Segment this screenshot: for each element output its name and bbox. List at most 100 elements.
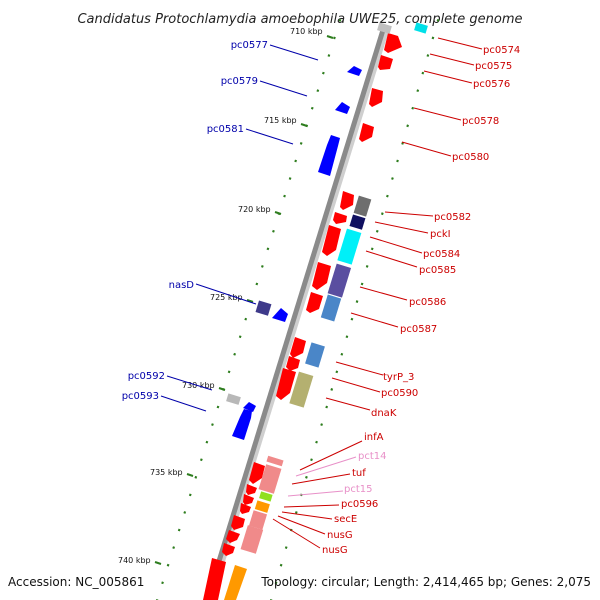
leader-line bbox=[287, 490, 344, 497]
gene-tuf-red[interactable] bbox=[246, 484, 257, 495]
gene-pc0574[interactable] bbox=[384, 33, 402, 53]
gene-label[interactable]: nusG bbox=[322, 545, 348, 556]
gene-label[interactable]: pc0592 bbox=[128, 371, 165, 382]
ruler-tick bbox=[326, 35, 334, 39]
gene-pct14[interactable] bbox=[266, 455, 284, 467]
gene-label[interactable]: pc0577 bbox=[231, 40, 268, 51]
gene-tyrP_3-red-2[interactable] bbox=[286, 356, 300, 371]
gene-pc0576[interactable] bbox=[369, 88, 383, 107]
gene-label[interactable]: pc0590 bbox=[381, 388, 418, 399]
gene-label[interactable]: pct15 bbox=[344, 484, 373, 495]
leader-line bbox=[272, 518, 321, 549]
minus-track-tick bbox=[322, 71, 325, 75]
gene-pc0584-cyan[interactable] bbox=[337, 228, 362, 265]
gene-pc0578[interactable] bbox=[359, 123, 374, 142]
gene-infA[interactable] bbox=[249, 462, 265, 484]
minus-track-tick bbox=[166, 563, 170, 567]
gene-tuf[interactable] bbox=[258, 464, 282, 494]
gene-nasD-partner[interactable] bbox=[255, 300, 272, 316]
gene-pc0584[interactable] bbox=[322, 225, 341, 256]
gene-label[interactable]: pc0584 bbox=[423, 249, 460, 260]
gene-label[interactable]: tuf bbox=[352, 468, 366, 479]
gene-pc0586[interactable] bbox=[327, 263, 352, 298]
gene-label[interactable]: pc0574 bbox=[483, 45, 520, 56]
gene-secE-pink[interactable] bbox=[248, 510, 268, 530]
leader-line bbox=[160, 395, 207, 412]
gene-pc0592[interactable] bbox=[226, 393, 241, 405]
gene-label[interactable]: nasD bbox=[169, 280, 195, 291]
gene-pct15[interactable] bbox=[259, 491, 273, 502]
leader-line bbox=[359, 286, 408, 301]
leader-line bbox=[335, 361, 384, 376]
gene-tyrP_3[interactable] bbox=[305, 342, 325, 368]
gene-label[interactable]: pc0587 bbox=[400, 324, 437, 335]
gene-pc0585[interactable] bbox=[312, 262, 331, 290]
gene-pc0593[interactable] bbox=[232, 409, 252, 440]
gene-pckI-red[interactable] bbox=[333, 212, 347, 224]
gene-label[interactable]: pc0579 bbox=[221, 76, 258, 87]
plus-track-tick bbox=[426, 54, 430, 57]
gene-label[interactable]: dnaK bbox=[371, 408, 397, 419]
gene-pckI[interactable] bbox=[349, 214, 366, 230]
gene-pc0596-red[interactable] bbox=[240, 503, 251, 514]
gene-label[interactable]: pc0580 bbox=[452, 152, 489, 163]
gene-label[interactable]: pc0576 bbox=[473, 79, 510, 90]
gene-pct15-red[interactable] bbox=[243, 494, 254, 505]
topology-summary: Topology: circular; Length: 2,414,465 bp… bbox=[260, 575, 591, 589]
gene-pc0579[interactable] bbox=[335, 102, 350, 114]
gene-tyrP_3-red[interactable] bbox=[290, 337, 306, 358]
gene-label[interactable]: secE bbox=[334, 514, 357, 525]
plus-track-tick bbox=[294, 511, 298, 514]
gene-pc0575[interactable] bbox=[378, 55, 393, 70]
gene-label[interactable]: pc0575 bbox=[475, 61, 512, 72]
gene-pc0574-top[interactable] bbox=[377, 22, 392, 34]
leader-line bbox=[269, 44, 319, 61]
gene-dnaK[interactable] bbox=[289, 371, 314, 408]
gene-pc0581[interactable] bbox=[318, 135, 340, 176]
gene-pc0582[interactable] bbox=[340, 191, 354, 210]
ruler-tick bbox=[274, 211, 282, 215]
gene-bottom-orange[interactable] bbox=[224, 565, 247, 600]
gene-label[interactable]: pckI bbox=[430, 229, 451, 240]
ruler-label: 725 kbp bbox=[210, 293, 243, 302]
gene-nusG[interactable] bbox=[226, 530, 240, 543]
gene-label[interactable]: pc0578 bbox=[462, 116, 499, 127]
gene-pc0590[interactable] bbox=[276, 368, 296, 400]
plus-track-tick bbox=[411, 106, 415, 110]
gene-label[interactable]: pct14 bbox=[358, 451, 387, 462]
gene-label[interactable]: pc0581 bbox=[207, 124, 244, 135]
gene-pc0586-red[interactable] bbox=[306, 292, 323, 313]
gene-nusG-2[interactable] bbox=[222, 543, 235, 556]
gene-pc0596[interactable] bbox=[254, 500, 270, 513]
gene-pc0593-small[interactable] bbox=[243, 402, 256, 412]
gene-nasD[interactable] bbox=[272, 308, 288, 322]
gene-pc0577[interactable] bbox=[347, 66, 362, 76]
gene-label[interactable]: pc0582 bbox=[434, 212, 471, 223]
plus-track-tick bbox=[274, 581, 278, 585]
gene-label[interactable]: pc0593 bbox=[122, 391, 159, 402]
gene-secE[interactable] bbox=[231, 515, 245, 530]
gene-nusG-pink[interactable] bbox=[240, 525, 264, 554]
plus-track-tick bbox=[406, 124, 409, 128]
gene-bottom-red[interactable] bbox=[203, 558, 226, 600]
plus-track-tick bbox=[305, 475, 308, 479]
leader-line bbox=[291, 473, 351, 485]
ruler-tick bbox=[300, 123, 308, 127]
gene-label[interactable]: pc0586 bbox=[409, 297, 446, 308]
minus-track-tick bbox=[255, 282, 259, 286]
gene-label[interactable]: pc0585 bbox=[419, 265, 456, 276]
gene-label[interactable]: infA bbox=[364, 432, 384, 443]
gene-pc0575-cyan[interactable] bbox=[414, 22, 428, 34]
gene-label[interactable]: tyrP_3 bbox=[383, 372, 414, 383]
gene-label[interactable]: pc0596 bbox=[341, 499, 378, 510]
leader-line bbox=[350, 312, 399, 328]
minus-track-tick bbox=[233, 352, 236, 356]
gene-pc0587[interactable] bbox=[320, 294, 342, 322]
minus-track-tick bbox=[227, 370, 231, 374]
leader-line bbox=[325, 397, 371, 411]
gene-label[interactable]: nusG bbox=[327, 530, 353, 541]
leader-line bbox=[281, 511, 333, 520]
gene-pc0582-grey[interactable] bbox=[353, 195, 372, 217]
leader-line bbox=[283, 504, 340, 508]
